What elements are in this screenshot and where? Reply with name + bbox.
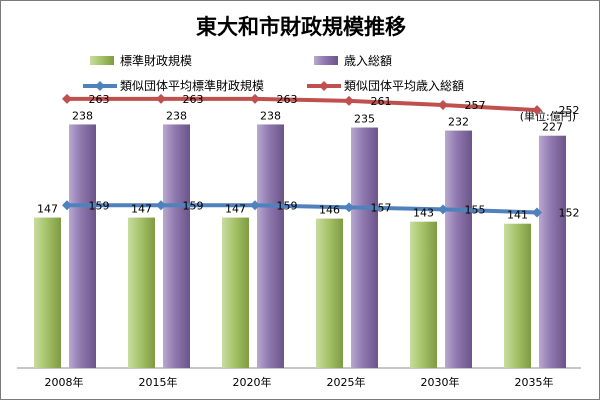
bar-total-revenue xyxy=(351,127,378,369)
bar-standard-scale xyxy=(410,221,437,368)
x-tick-label: 2008年 xyxy=(45,375,84,389)
bar-standard-scale xyxy=(316,218,343,368)
data-label-line-similar-total-revenue: 263 xyxy=(89,93,110,106)
bar-standard-scale xyxy=(128,217,155,368)
bar-total-revenue xyxy=(163,124,190,369)
line-similar-standard-scale-marker xyxy=(156,200,166,211)
bar-standard-scale xyxy=(222,217,249,368)
data-label-line-similar-standard-scale: 159 xyxy=(277,199,298,212)
x-tick-label: 2020年 xyxy=(233,375,272,389)
legend-marker-similar-standard-scale xyxy=(95,81,105,91)
x-tick-label: 2025年 xyxy=(327,375,366,389)
data-label-bar-total-revenue: 238 xyxy=(166,109,187,122)
bar-standard-scale xyxy=(504,223,531,368)
bar-total-revenue xyxy=(69,124,96,369)
line-similar-total-revenue-marker xyxy=(62,93,72,104)
legend-label-similar-total-revenue: 類似団体平均歳入総額 xyxy=(344,79,464,93)
data-label-line-similar-total-revenue: 263 xyxy=(277,93,298,106)
data-label-bar-standard-scale: 147 xyxy=(37,203,58,216)
unit-label: (単位:億円) xyxy=(520,109,576,123)
data-label-bar-standard-scale: 143 xyxy=(413,207,434,220)
line-similar-standard-scale-marker xyxy=(250,200,260,211)
bar-total-revenue xyxy=(445,130,472,368)
bar-total-revenue xyxy=(257,124,284,369)
legend: 標準財政規模 歳入総額 類似団体平均標準財政規模 類似団体平均歳入総額 xyxy=(83,53,464,93)
data-label-bar-total-revenue: 232 xyxy=(448,116,469,129)
line-similar-standard-scale-marker xyxy=(532,207,542,218)
x-tick-label: 2035年 xyxy=(515,375,554,389)
line-similar-total-revenue-marker xyxy=(250,93,260,104)
x-tick-label: 2030年 xyxy=(421,375,460,389)
plot-area: 2008年 2015年 2020年 2025年 2030年 2035年 147 147 147 1… xyxy=(34,93,580,389)
data-label-bar-total-revenue: 227 xyxy=(542,121,563,134)
line-similar-total-revenue xyxy=(67,96,538,113)
line-similar-total-revenue-marker xyxy=(438,100,448,111)
line-similar-standard-scale-marker xyxy=(344,202,354,213)
data-label-bar-total-revenue: 238 xyxy=(260,109,281,122)
data-label-bar-standard-scale: 147 xyxy=(225,203,246,216)
x-tick-label: 2015年 xyxy=(139,375,178,389)
legend-marker-similar-total-revenue xyxy=(319,81,329,91)
data-label-bar-total-revenue: 238 xyxy=(72,109,93,122)
line-similar-standard-scale xyxy=(67,203,538,215)
data-label-bar-standard-scale: 147 xyxy=(131,203,152,216)
line-similar-standard-scale-marker xyxy=(438,204,448,215)
line-similar-total-revenue-marker xyxy=(156,93,166,104)
data-label-bar-total-revenue: 235 xyxy=(354,113,375,126)
data-label-bar-standard-scale: 146 xyxy=(319,204,340,217)
chart-title: 東大和市財政規模推移 xyxy=(196,15,406,39)
data-label-line-similar-standard-scale: 157 xyxy=(371,201,392,214)
legend-label-similar-standard-scale: 類似団体平均標準財政規模 xyxy=(120,78,264,93)
legend-label-standard-scale: 標準財政規模 xyxy=(120,53,192,68)
line-similar-total-revenue-marker xyxy=(532,105,542,116)
data-label-bar-standard-scale: 141 xyxy=(507,209,528,222)
line-similar-total-revenue-marker xyxy=(344,95,354,106)
data-label-line-similar-standard-scale: 159 xyxy=(89,199,110,212)
data-label-line-similar-total-revenue: 263 xyxy=(183,93,204,106)
data-label-line-similar-total-revenue: 257 xyxy=(465,99,486,112)
bar-total-revenue xyxy=(539,135,566,368)
legend-swatch-standard-scale xyxy=(90,56,114,65)
data-label-line-similar-standard-scale: 155 xyxy=(465,203,486,216)
data-label-line-similar-standard-scale: 152 xyxy=(559,206,580,219)
data-label-line-similar-total-revenue: 261 xyxy=(371,95,392,108)
data-label-line-similar-standard-scale: 159 xyxy=(183,199,204,212)
bar-standard-scale xyxy=(34,217,61,368)
line-similar-standard-scale-marker xyxy=(62,200,72,211)
legend-swatch-total-revenue xyxy=(314,56,338,65)
data-label-line-similar-total-revenue: 252 xyxy=(559,104,580,117)
legend-label-total-revenue: 歳入総額 xyxy=(344,54,392,68)
